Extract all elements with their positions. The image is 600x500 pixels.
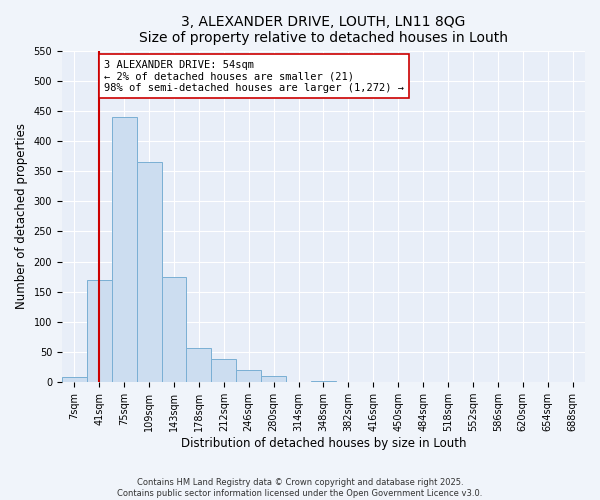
Bar: [112, 117, 137, 382]
Bar: [161, 276, 187, 382]
Bar: [137, 162, 161, 382]
Text: 3 ALEXANDER DRIVE: 54sqm
← 2% of detached houses are smaller (21)
98% of semi-de: 3 ALEXANDER DRIVE: 54sqm ← 2% of detache…: [104, 60, 404, 93]
Title: 3, ALEXANDER DRIVE, LOUTH, LN11 8QG
Size of property relative to detached houses: 3, ALEXANDER DRIVE, LOUTH, LN11 8QG Size…: [139, 15, 508, 45]
Bar: [311, 381, 336, 382]
Y-axis label: Number of detached properties: Number of detached properties: [15, 124, 28, 310]
Bar: [62, 378, 87, 382]
Bar: [236, 370, 261, 382]
Text: Contains HM Land Registry data © Crown copyright and database right 2025.
Contai: Contains HM Land Registry data © Crown c…: [118, 478, 482, 498]
Bar: [211, 358, 236, 382]
Bar: [87, 280, 112, 382]
Bar: [261, 376, 286, 382]
X-axis label: Distribution of detached houses by size in Louth: Distribution of detached houses by size …: [181, 437, 466, 450]
Bar: [187, 348, 211, 382]
